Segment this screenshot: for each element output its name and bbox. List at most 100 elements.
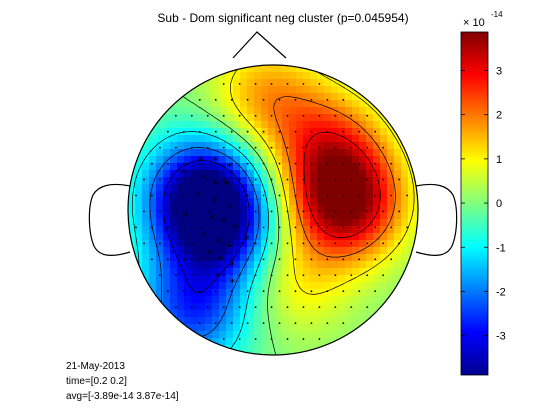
heatmap-cell: [268, 79, 276, 87]
cluster-marker: *: [215, 271, 221, 284]
electrode-dot: [302, 338, 305, 340]
heatmap-cell: [240, 100, 248, 108]
heatmap-cell: [261, 310, 269, 318]
heatmap-cell: [317, 268, 325, 276]
heatmap-cell: [380, 310, 388, 318]
electrode-dot: [318, 210, 321, 213]
contour-lines: [132, 65, 415, 355]
heatmap-cell: [275, 331, 283, 339]
heatmap-cell: [331, 254, 339, 262]
heatmap-cell: [177, 233, 185, 241]
heatmap-cell: [128, 226, 136, 234]
heatmap-cell: [219, 261, 227, 269]
heatmap-cell: [352, 163, 360, 171]
heatmap-cell: [401, 226, 409, 234]
heatmap-cell: [261, 79, 269, 87]
heatmap-cell: [163, 177, 171, 185]
heatmap-cell: [415, 170, 418, 178]
heatmap-cell: [268, 317, 276, 325]
heatmap-cell: [198, 121, 206, 129]
heatmap-cell: [317, 65, 325, 73]
heatmap-cell: [282, 233, 290, 241]
heatmap-cell: [163, 198, 171, 206]
heatmap-cell: [415, 163, 418, 171]
heatmap-cell: [310, 135, 318, 143]
heatmap-cell: [156, 121, 164, 129]
heatmap-cell: [170, 177, 178, 185]
heatmap-cell: [142, 177, 150, 185]
heatmap-cell: [219, 184, 227, 192]
electrode-dot: [278, 194, 281, 197]
heatmap-cell: [233, 345, 241, 353]
heatmap-cell: [247, 184, 255, 192]
heatmap-cell: [184, 268, 192, 276]
heatmap-cell: [401, 170, 409, 178]
heatmap-cell: [352, 135, 360, 143]
heatmap-cell: [303, 289, 311, 297]
electrode-dot: [190, 274, 193, 277]
electrode-dot: [350, 306, 353, 309]
heatmap-cell: [254, 324, 262, 332]
heatmap-cell: [310, 317, 318, 325]
heatmap-cell: [296, 324, 304, 332]
heatmap-cell: [282, 65, 290, 73]
heatmap-cell: [170, 156, 178, 164]
heatmap-cell: [345, 184, 353, 192]
heatmap-cell: [142, 254, 150, 262]
heatmap-cell: [282, 100, 290, 108]
heatmap-cell: [324, 184, 332, 192]
heatmap-cell: [198, 219, 206, 227]
heatmap-cell: [352, 198, 360, 206]
heatmap-cell: [177, 226, 185, 234]
heatmap-cell: [317, 128, 325, 136]
colorbar-fill: [460, 31, 489, 376]
heatmap-cell: [345, 303, 353, 311]
heatmap-cell: [135, 163, 143, 171]
electrode-dot: [246, 290, 249, 293]
electrode-dot: [310, 194, 313, 197]
heatmap-cell: [359, 156, 367, 164]
heatmap-cell: [128, 156, 136, 164]
heatmap-cell: [156, 212, 164, 220]
heatmap-cell: [135, 177, 143, 185]
heatmap-cell: [394, 233, 402, 241]
heatmap-cell: [261, 177, 269, 185]
heatmap-cell: [268, 254, 276, 262]
electrode-dot: [278, 226, 281, 229]
heatmap-cell: [310, 324, 318, 332]
heatmap-cell: [373, 177, 381, 185]
heatmap-cell: [247, 163, 255, 171]
heatmap-cell: [408, 219, 416, 227]
heatmap-cell: [191, 177, 199, 185]
electrode-dot: [358, 226, 361, 229]
heatmap-cell: [247, 135, 255, 143]
heatmap-cell: [317, 212, 325, 220]
heatmap-cell: [331, 310, 339, 318]
heatmap-cell: [303, 310, 311, 318]
colorbar-exponent: -14: [491, 10, 503, 19]
heatmap-cell: [310, 289, 318, 297]
heatmap-cell: [177, 212, 185, 220]
heatmap-cell: [170, 233, 178, 241]
heatmap-cell: [170, 107, 178, 115]
heatmap-cell: [219, 191, 227, 199]
heatmap-cell: [247, 156, 255, 164]
heatmap-cell: [324, 65, 332, 73]
heatmap-cell: [338, 310, 346, 318]
heatmap-cell: [373, 247, 381, 255]
heatmap-cell: [205, 324, 213, 332]
electrode-dot: [398, 242, 401, 245]
heatmap-cell: [331, 100, 339, 108]
heatmap-cell: [296, 282, 304, 290]
heatmap-cell: [212, 135, 220, 143]
heatmap-cell: [254, 233, 262, 241]
heatmap-cell: [219, 86, 227, 94]
heatmap-cell: [254, 338, 262, 346]
heatmap-cell: [317, 191, 325, 199]
electrode-dot: [198, 290, 201, 293]
heatmap-cell: [338, 135, 346, 143]
heatmap-cell: [380, 205, 388, 213]
heatmap-cell: [275, 352, 283, 355]
heatmap-cell: [366, 191, 374, 199]
heatmap-cell: [177, 219, 185, 227]
